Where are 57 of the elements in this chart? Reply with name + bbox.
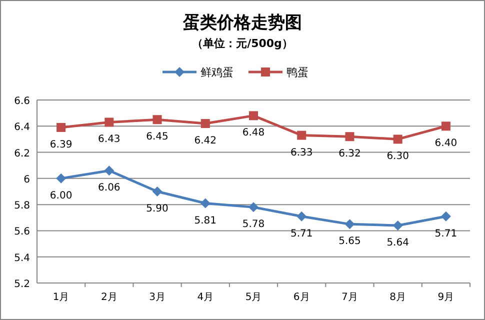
- chart-title: 蛋类价格走势图: [182, 13, 302, 33]
- point: [296, 211, 307, 222]
- legend-label: 鲜鸡蛋: [200, 66, 234, 79]
- point: [200, 119, 210, 128]
- data-label: 6.00: [50, 190, 72, 202]
- x-tick-label: 5月: [245, 292, 262, 303]
- data-label: 6.42: [194, 136, 217, 147]
- data-label: 6.45: [146, 132, 168, 143]
- point: [440, 211, 451, 222]
- x-tick-label: 9月: [438, 292, 454, 303]
- y-tick-label: 6.2: [14, 148, 30, 160]
- data-label: 5.65: [338, 236, 361, 248]
- point: [152, 186, 162, 196]
- data-label: 6.40: [434, 138, 458, 150]
- point: [152, 115, 162, 124]
- data-label: 5.81: [194, 215, 217, 226]
- chart-subtitle: （单位：元/500g）: [192, 37, 293, 50]
- point: [344, 219, 355, 230]
- point: [393, 134, 402, 144]
- y-tick-label: 5.4: [14, 252, 30, 264]
- data-label: 6.30: [386, 151, 409, 162]
- point: [104, 118, 114, 127]
- y-tick-label: 6.4: [14, 122, 30, 134]
- y-tick-label: 5.2: [14, 279, 30, 290]
- point: [345, 132, 354, 142]
- data-label: 5.78: [242, 219, 265, 230]
- x-tick-label: 8月: [390, 292, 406, 303]
- data-label: 6.33: [290, 147, 313, 158]
- data-label: 6.39: [50, 139, 72, 150]
- x-tick-label: 3月: [149, 292, 166, 303]
- point: [56, 173, 66, 184]
- data-label: 5.71: [290, 228, 313, 240]
- point: [56, 122, 66, 132]
- point: [392, 220, 403, 230]
- data-label: 6.32: [338, 148, 361, 160]
- data-label: 5.71: [434, 228, 458, 240]
- point: [248, 202, 258, 212]
- point: [249, 111, 258, 120]
- data-label: 6.06: [98, 182, 120, 194]
- y-tick-label: 5.8: [14, 200, 30, 212]
- x-tick-label: 2月: [100, 292, 118, 303]
- data-label: 6.48: [242, 128, 265, 139]
- data-label: 5.90: [146, 204, 168, 214]
- point: [200, 198, 210, 208]
- point: [104, 166, 114, 176]
- x-tick-label: 4月: [197, 292, 214, 303]
- x-tick-label: 6月: [293, 292, 310, 303]
- x-tick-label: 7月: [342, 292, 358, 303]
- x-tick-label: 1月: [52, 292, 70, 303]
- legend-label: 鸭蛋: [286, 66, 308, 79]
- data-label: 5.64: [386, 237, 409, 248]
- y-tick-label: 6.6: [14, 96, 30, 107]
- point: [441, 122, 450, 131]
- data-label: 6.43: [98, 134, 120, 146]
- y-tick-label: 6: [24, 174, 30, 186]
- point: [297, 130, 306, 140]
- y-tick-label: 5.6: [14, 226, 30, 238]
